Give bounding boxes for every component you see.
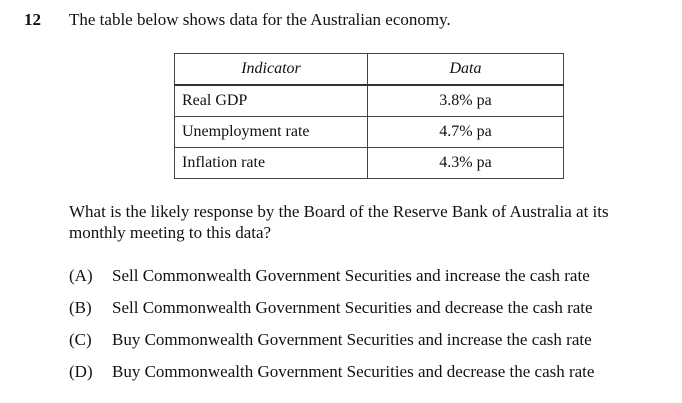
answer-options: (A) Sell Commonwealth Government Securiti… — [69, 265, 594, 393]
question-text: What is the likely response by the Board… — [69, 202, 609, 242]
indicator-cell: Unemployment rate — [174, 116, 368, 148]
table-row: Real GDP 3.8% pa — [174, 84, 564, 117]
option-letter: (A) — [69, 266, 93, 285]
data-cell: 4.7% pa — [367, 116, 564, 148]
data-cell: 3.8% pa — [367, 84, 564, 117]
economy-data-table: Indicator Data Real GDP 3.8% pa Unemploy… — [174, 53, 564, 179]
option-c[interactable]: (C) Buy Commonwealth Government Securitie… — [69, 329, 594, 361]
question-stem: The table below shows data for the Austr… — [69, 10, 451, 29]
indicator-cell: Real GDP — [174, 84, 368, 117]
table-row: Unemployment rate 4.7% pa — [174, 116, 564, 148]
option-text: Buy Commonwealth Government Securities a… — [112, 330, 592, 349]
option-text: Sell Commonwealth Government Securities … — [112, 298, 593, 317]
header-data: Data — [367, 53, 564, 86]
option-letter: (B) — [69, 298, 92, 317]
option-text: Sell Commonwealth Government Securities … — [112, 266, 590, 285]
option-text: Buy Commonwealth Government Securities a… — [112, 362, 595, 381]
option-letter: (C) — [69, 330, 92, 349]
option-a[interactable]: (A) Sell Commonwealth Government Securiti… — [69, 265, 594, 297]
table-header-row: Indicator Data — [174, 53, 564, 86]
option-d[interactable]: (D) Buy Commonwealth Government Securitie… — [69, 361, 594, 393]
question-number: 12 — [24, 10, 41, 29]
header-indicator: Indicator — [174, 53, 368, 86]
table-row: Inflation rate 4.3% pa — [174, 147, 564, 179]
indicator-cell: Inflation rate — [174, 147, 368, 179]
data-cell: 4.3% pa — [367, 147, 564, 179]
option-b[interactable]: (B) Sell Commonwealth Government Securiti… — [69, 297, 594, 329]
option-letter: (D) — [69, 362, 93, 381]
